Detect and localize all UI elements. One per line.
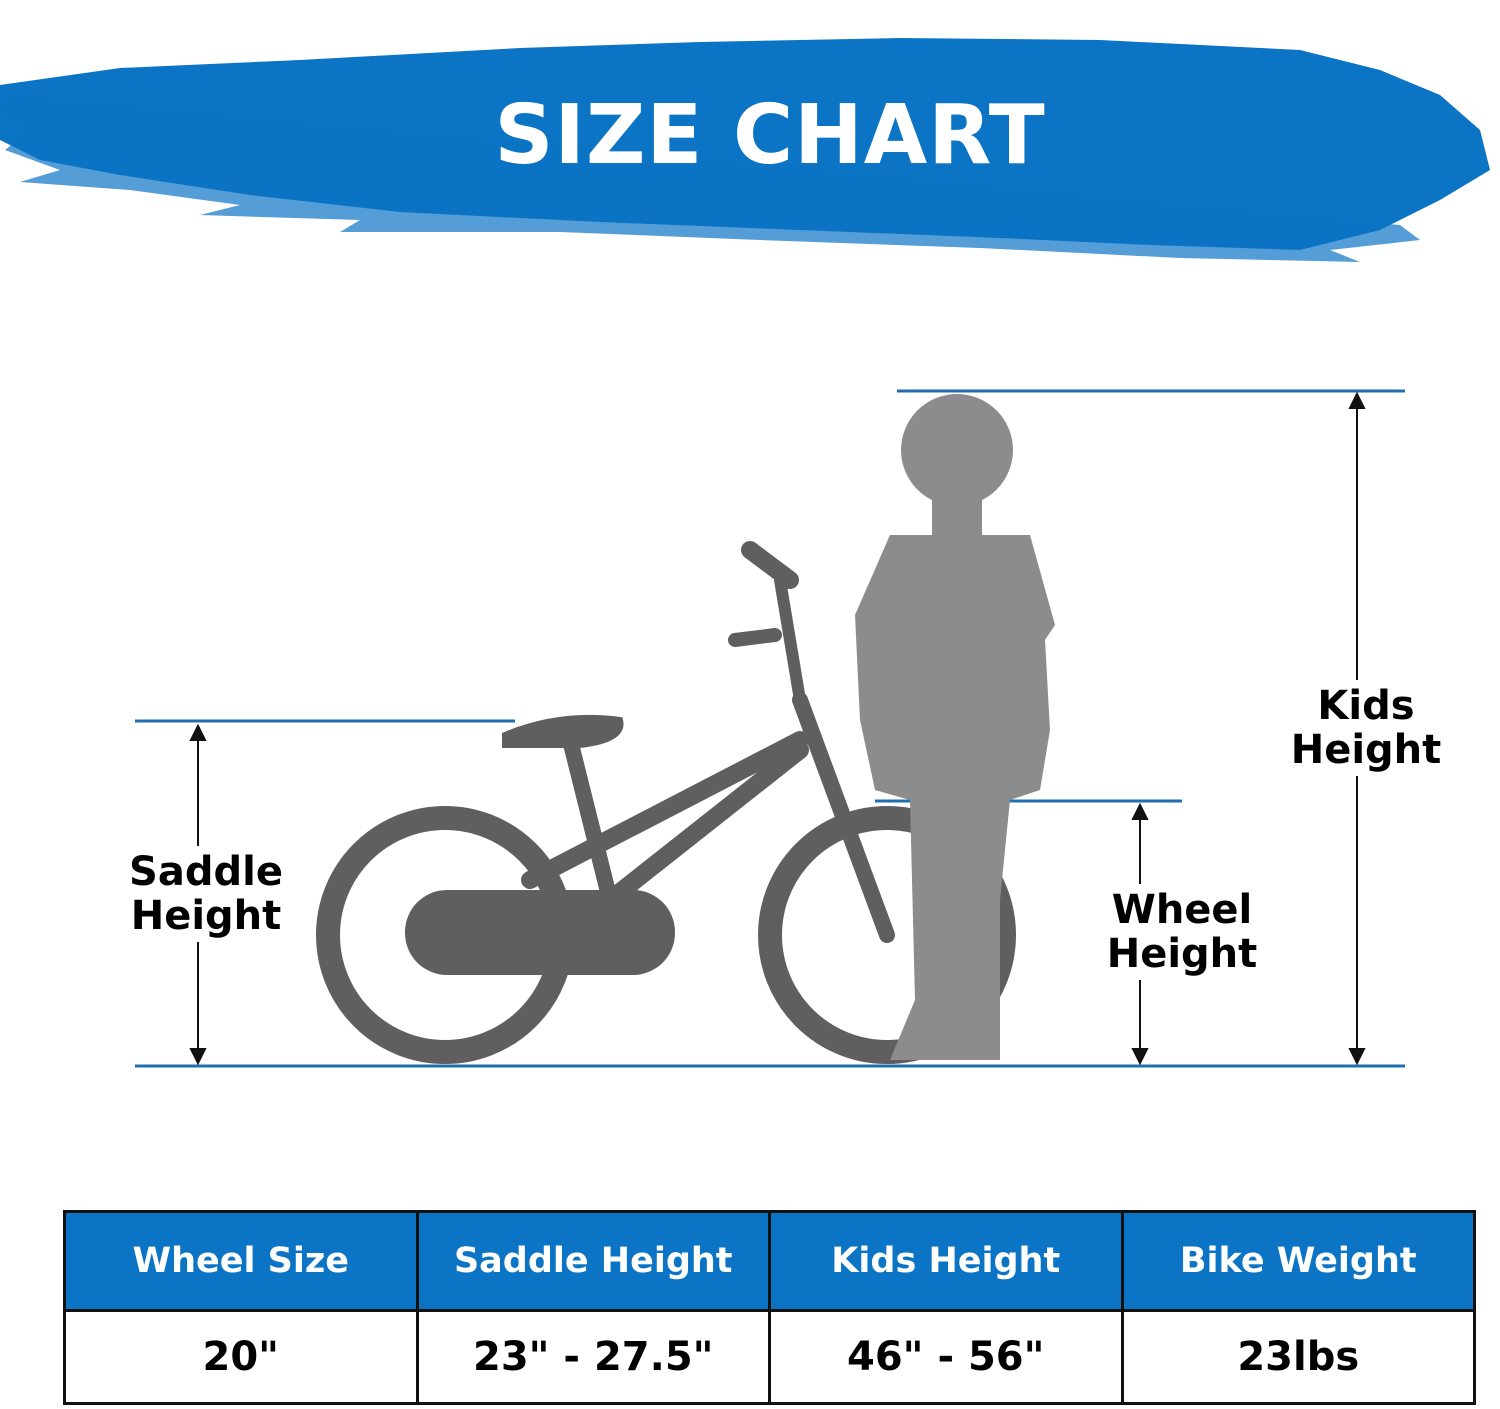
wheel-height-label: Wheel Height <box>1102 884 1262 980</box>
child <box>855 394 1055 1060</box>
header-cell: Kids Height <box>768 1210 1124 1312</box>
cell: 23lbs <box>1120 1309 1476 1405</box>
guide-lines <box>135 389 1405 1068</box>
cell: 20" <box>63 1309 419 1405</box>
header-row: Wheel Size Saddle Height Kids Height Bik… <box>63 1210 1476 1312</box>
title: SIZE CHART <box>494 88 1046 183</box>
size-table: Wheel Size Saddle Height Kids Height Bik… <box>63 1210 1476 1405</box>
arrows <box>189 391 1366 1066</box>
kids-height-label: Kids Height <box>1286 680 1446 776</box>
cell: 23" - 27.5" <box>415 1309 771 1405</box>
brush-stroke-edge <box>0 95 1420 262</box>
bike <box>316 541 1016 1064</box>
header-cell: Saddle Height <box>415 1210 771 1312</box>
header-cell: Bike Weight <box>1120 1210 1476 1312</box>
data-row: 20" 23" - 27.5" 46" - 56" 23lbs <box>63 1309 1476 1405</box>
header-cell: Wheel Size <box>63 1210 419 1312</box>
cell: 46" - 56" <box>768 1309 1124 1405</box>
saddle-height-label: Saddle Height <box>126 846 286 942</box>
